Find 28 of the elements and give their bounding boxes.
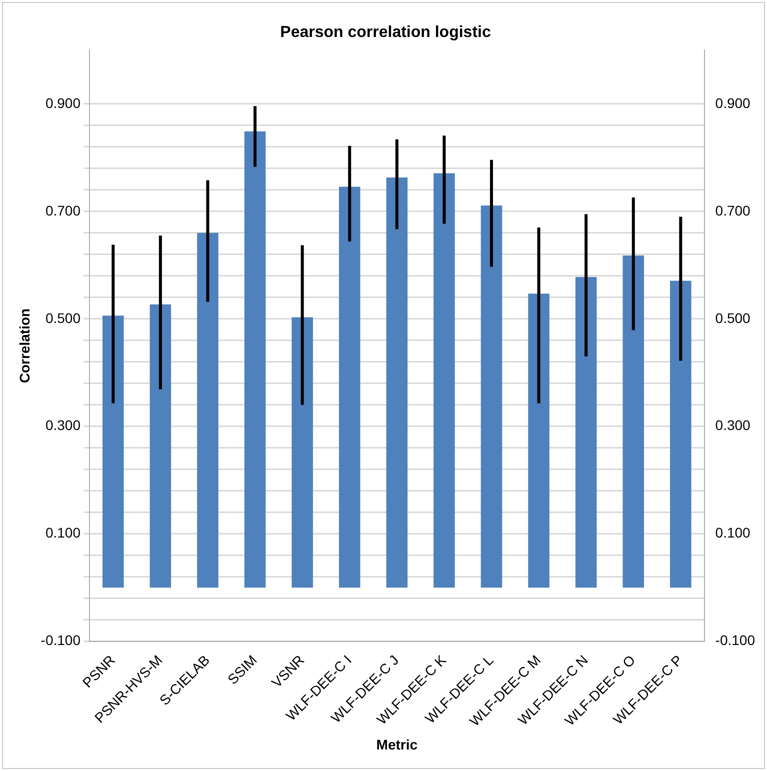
y-tick-label: 0.100 xyxy=(45,524,81,541)
y2-tick-label: 0.100 xyxy=(715,524,751,541)
bar xyxy=(670,280,692,588)
y2-tick-label: 0.700 xyxy=(715,202,751,218)
y-tick-label: 0.900 xyxy=(45,94,81,111)
bar xyxy=(102,316,124,588)
y2-tick-label: -0.100 xyxy=(715,632,756,648)
bar xyxy=(292,317,313,588)
bar xyxy=(338,186,360,588)
y-tick-label: 0.500 xyxy=(45,310,81,326)
y2-tick-label: 0.300 xyxy=(715,417,751,434)
bar xyxy=(150,304,172,588)
bar xyxy=(528,294,550,588)
y2-tick-label: 0.900 xyxy=(715,94,751,111)
bar xyxy=(622,255,644,588)
y2-tick-label: 0.500 xyxy=(715,310,751,326)
y-tick-label: 0.700 xyxy=(45,202,81,218)
y-tick-label: -0.100 xyxy=(40,632,81,648)
y-tick-label: 0.300 xyxy=(45,417,81,434)
bar xyxy=(575,276,597,588)
x-axis-title: Metric xyxy=(376,736,418,752)
y-axis-title: Correlation xyxy=(16,308,32,384)
bar xyxy=(434,173,455,588)
bar xyxy=(197,232,218,588)
bar xyxy=(244,131,266,588)
bar xyxy=(480,206,502,588)
chart-title: Pearson correlation logistic xyxy=(280,24,491,42)
bar xyxy=(386,178,408,588)
